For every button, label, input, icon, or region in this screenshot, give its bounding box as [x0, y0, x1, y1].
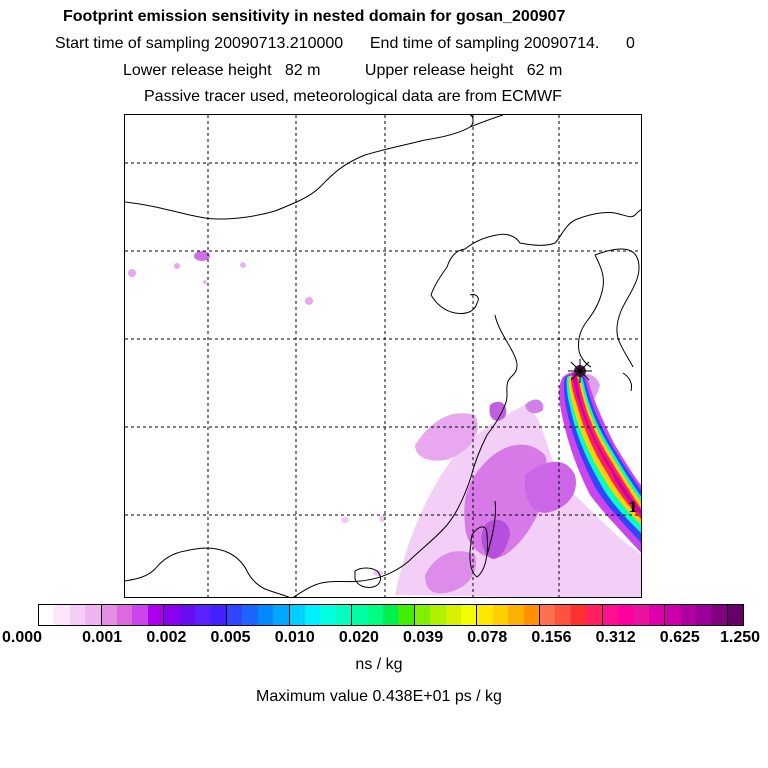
colorbar-cell [633, 605, 649, 625]
release-site-star-icon [568, 359, 592, 383]
colorbar-cell [398, 605, 415, 625]
plot-title: Footprint emission sensitivity in nested… [63, 8, 566, 25]
colorbar-tick-label: 0.005 [210, 629, 251, 646]
colorbar-cell [210, 605, 227, 625]
colorbar-cell [555, 605, 571, 625]
colorbar-cell [445, 605, 461, 625]
colorbar-cell [195, 605, 211, 625]
colorbar-tick-label: 0.000 [1, 629, 43, 646]
colorbar-cell [147, 605, 165, 625]
colorbar-tick-label: 0.312 [595, 629, 636, 646]
colorbar-cell [179, 605, 196, 625]
colorbar-cell [508, 605, 524, 625]
colorbar-cell [570, 605, 587, 625]
colorbar-cell [304, 605, 321, 625]
colorbar-cell [540, 605, 556, 625]
colorbar-cell [352, 605, 368, 625]
colorbar-cell [320, 605, 336, 625]
sampling-time-line: Start time of sampling 20090713.210000 E… [55, 35, 635, 52]
colorbar-tick-label: 0.078 [467, 629, 508, 646]
colorbar-cell [367, 605, 383, 625]
colorbar-tick-label: 0.002 [146, 629, 187, 646]
colorbar-cell [85, 605, 102, 625]
colorbar-cell [680, 605, 697, 625]
sensitivity-field [128, 251, 641, 597]
colorbar-cell [117, 605, 133, 625]
colorbar-cell [460, 605, 478, 625]
colorbar-cell [132, 605, 148, 625]
colorbar-cell [54, 605, 70, 625]
map-panel [124, 114, 642, 598]
colorbar-cell [665, 605, 681, 625]
colorbar-tick-label: 0.001 [82, 629, 123, 646]
colorbar-cell [618, 605, 634, 625]
colorbar-cell [273, 605, 290, 625]
graticule [125, 115, 641, 597]
colorbar-cell [727, 605, 744, 625]
colorbar-tick-label: 1.250 [719, 629, 761, 646]
colorbar-tick-label: 0.156 [531, 629, 572, 646]
colorbar-tick-label: 0.020 [338, 629, 379, 646]
colorbar-cell [523, 605, 540, 625]
plume-band-label: 1 [628, 500, 638, 516]
colorbar-cell [226, 605, 243, 625]
colorbar-cell [696, 605, 712, 625]
colorbar-cell [289, 605, 305, 625]
colorbar-cell [430, 605, 446, 625]
coastlines [125, 115, 641, 597]
colorbar-cell [414, 605, 431, 625]
colorbar-cell [164, 605, 180, 625]
colorbar-units: ns / kg [355, 656, 403, 673]
colorbar-tick-label: 0.039 [403, 629, 444, 646]
colorbar-cell [69, 605, 86, 625]
colorbar-cell [648, 605, 666, 625]
colorbar-cell [101, 605, 118, 625]
colorbar-cell [492, 605, 509, 625]
colorbar-cell [477, 605, 493, 625]
colorbar-cell [586, 605, 603, 625]
colorbar-cell [602, 605, 619, 625]
map-canvas [125, 115, 641, 597]
maximum-value-text: Maximum value 0.438E+01 ps / kg [256, 688, 502, 705]
colorbar-cell [711, 605, 728, 625]
colorbar-cell [335, 605, 353, 625]
colorbar-tick-label: 0.010 [274, 629, 315, 646]
colorbar-cell [382, 605, 399, 625]
tracer-info-line: Passive tracer used, meteorological data… [144, 88, 562, 105]
colorbar-cell [242, 605, 258, 625]
release-height-line: Lower release height 82 m Upper release … [123, 62, 563, 79]
colorbar-tick-label: 0.625 [659, 629, 700, 646]
colorbar-cell [39, 605, 55, 625]
colorbar-cell [257, 605, 274, 625]
colorbar [38, 604, 744, 626]
